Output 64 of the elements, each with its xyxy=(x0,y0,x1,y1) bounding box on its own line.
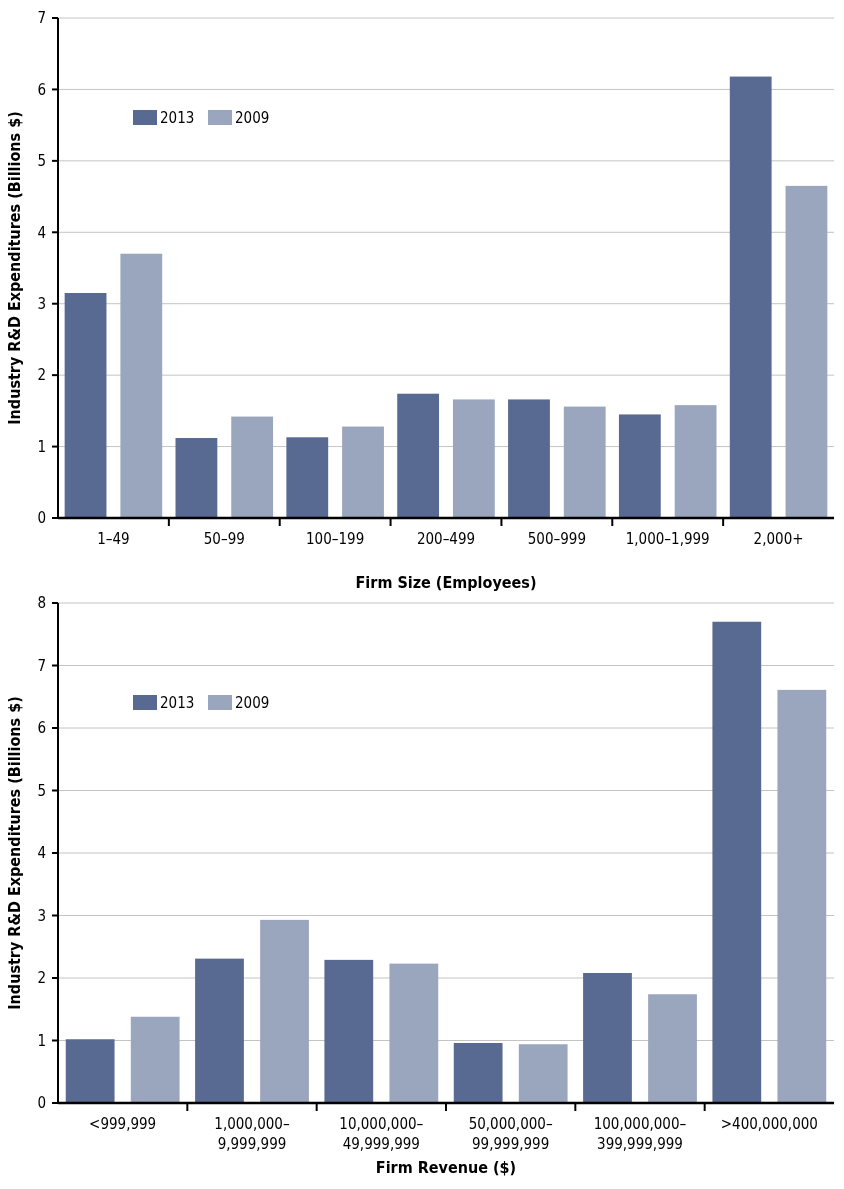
y-tick-label: 7 xyxy=(37,656,46,675)
y-tick-label: 4 xyxy=(37,844,46,863)
bar xyxy=(729,76,772,518)
legend-label: 2009 xyxy=(235,109,270,128)
x-tick-label: 100,000,000– 399,999,999 xyxy=(593,1115,687,1153)
legend-label: 2009 xyxy=(235,694,270,713)
bar xyxy=(260,919,309,1103)
bar xyxy=(286,437,329,518)
y-tick-label: 1 xyxy=(37,437,46,456)
y-tick-label: 2 xyxy=(37,969,46,988)
bar xyxy=(389,963,439,1103)
y-tick-label: 7 xyxy=(37,9,46,28)
bar xyxy=(397,393,440,518)
bar xyxy=(518,1044,568,1103)
x-tick-label: 50,000,000– 99,999,999 xyxy=(468,1115,553,1153)
y-tick-label: 1 xyxy=(37,1031,46,1050)
bar xyxy=(648,994,697,1103)
y-tick-label: 0 xyxy=(37,509,46,528)
bar xyxy=(452,399,495,518)
x-tick-label: 50–99 xyxy=(203,530,245,548)
x-tick-label: 1,000,000– 9,999,999 xyxy=(214,1115,290,1153)
x-axis-title: Firm Revenue ($) xyxy=(375,1158,517,1177)
y-tick-label: 0 xyxy=(37,1094,46,1113)
bar xyxy=(175,438,218,518)
bar xyxy=(342,426,384,518)
x-tick-label: 500–999 xyxy=(527,530,586,548)
bar xyxy=(712,621,762,1103)
x-tick-label: <999,999 xyxy=(89,1115,157,1133)
y-tick-label: 6 xyxy=(37,719,46,738)
x-tick-label: >400,000,000 xyxy=(720,1115,818,1133)
y-tick-label: 5 xyxy=(37,781,46,800)
bar xyxy=(508,399,550,518)
bar xyxy=(674,405,717,518)
bar xyxy=(120,253,163,518)
bar xyxy=(453,1043,503,1103)
legend-label: 2013 xyxy=(160,694,195,713)
bar xyxy=(777,689,827,1103)
y-axis-title: Industry R&D Expenditures (Billions $) xyxy=(5,696,24,1010)
x-tick-label: 2,000+ xyxy=(753,530,804,548)
bar xyxy=(195,958,244,1103)
x-tick-label: 1–49 xyxy=(97,530,130,548)
bar xyxy=(583,973,632,1103)
y-tick-label: 3 xyxy=(37,294,46,313)
y-tick-label: 5 xyxy=(37,152,46,171)
y-tick-label: 2 xyxy=(37,366,46,385)
y-tick-label: 4 xyxy=(37,223,46,242)
x-axis-title: Firm Size (Employees) xyxy=(355,573,537,592)
bar xyxy=(64,293,107,518)
x-tick-label: 100–199 xyxy=(306,530,365,548)
bar xyxy=(130,1016,180,1103)
bar xyxy=(785,185,828,518)
x-tick-label: 200–499 xyxy=(416,530,476,548)
legend-label: 2013 xyxy=(160,109,195,128)
y-tick-label: 3 xyxy=(37,906,46,925)
y-tick-label: 8 xyxy=(37,594,46,613)
bar xyxy=(324,959,374,1103)
bar xyxy=(618,414,661,518)
y-axis-title: Industry R&D Expenditures (Billions $) xyxy=(5,111,24,425)
bar xyxy=(231,416,274,518)
bar xyxy=(563,406,606,518)
x-tick-label: 1,000–1,999 xyxy=(625,530,710,548)
y-tick-label: 6 xyxy=(37,80,46,99)
x-tick-label: 10,000,000– 49,999,999 xyxy=(339,1115,424,1153)
bar xyxy=(65,1039,115,1103)
